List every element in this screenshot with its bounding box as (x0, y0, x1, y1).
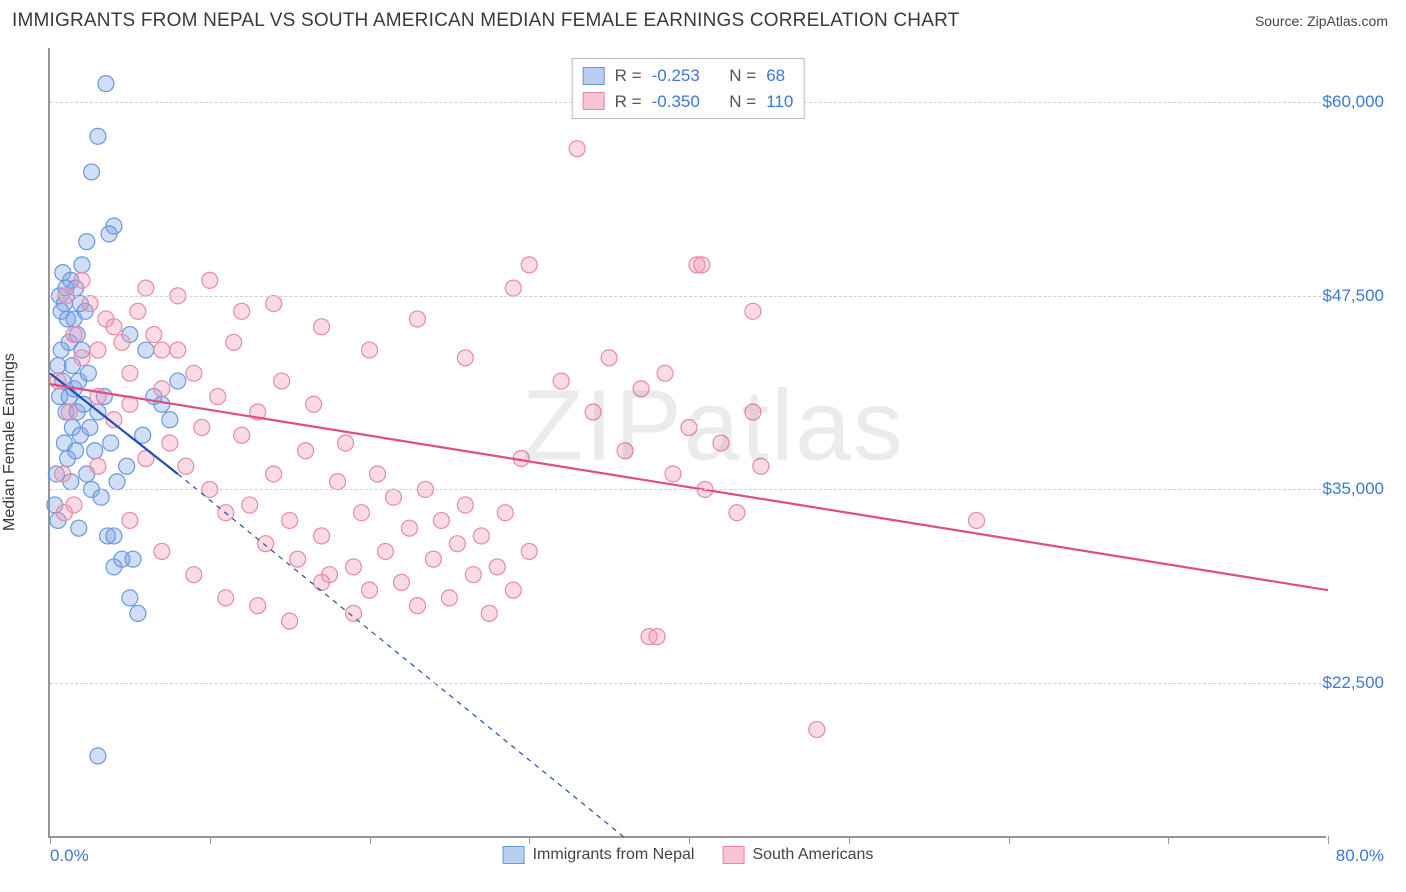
x-axis-min-label: 0.0% (50, 846, 89, 866)
gridline-h (50, 296, 1326, 297)
regression-line (50, 384, 1328, 590)
regression-line-extrapolated (178, 474, 625, 838)
regression-line (50, 373, 178, 474)
correlation-stats-box: R = -0.253 N = 68 R = -0.350 N = 110 (572, 58, 805, 119)
y-tick-label: $47,500 (1323, 286, 1384, 306)
x-axis-max-label: 80.0% (1336, 846, 1384, 866)
swatch-series-1 (583, 67, 605, 85)
x-tick-mark (529, 836, 530, 844)
swatch-series-2 (583, 92, 605, 110)
chart-title: IMMIGRANTS FROM NEPAL VS SOUTH AMERICAN … (12, 10, 959, 32)
gridline-h (50, 489, 1326, 490)
gridline-h (50, 683, 1326, 684)
x-tick-mark (1009, 836, 1010, 844)
legend-swatch-1 (503, 846, 525, 864)
trend-layer (50, 48, 1326, 836)
x-tick-mark (1168, 836, 1169, 844)
plot-region: Median Female Earnings R = -0.253 N = 68… (48, 48, 1326, 838)
y-axis-label: Median Female Earnings (1, 353, 19, 531)
x-tick-mark (50, 836, 51, 844)
x-tick-mark (210, 836, 211, 844)
stats-row-series-2: R = -0.350 N = 110 (583, 89, 794, 115)
legend-swatch-2 (722, 846, 744, 864)
stats-row-series-1: R = -0.253 N = 68 (583, 63, 794, 89)
x-tick-mark (1328, 836, 1329, 844)
chart-area: Median Female Earnings R = -0.253 N = 68… (48, 48, 1388, 838)
x-tick-mark (849, 836, 850, 844)
y-tick-label: $60,000 (1323, 92, 1384, 112)
x-tick-mark (370, 836, 371, 844)
x-tick-mark (689, 836, 690, 844)
legend-item-2: South Americans (722, 846, 873, 864)
source-attribution: Source: ZipAtlas.com (1255, 13, 1388, 29)
y-tick-label: $22,500 (1323, 673, 1384, 693)
bottom-legend: Immigrants from Nepal South Americans (503, 846, 874, 864)
y-tick-label: $35,000 (1323, 479, 1384, 499)
legend-item-1: Immigrants from Nepal (503, 846, 695, 864)
